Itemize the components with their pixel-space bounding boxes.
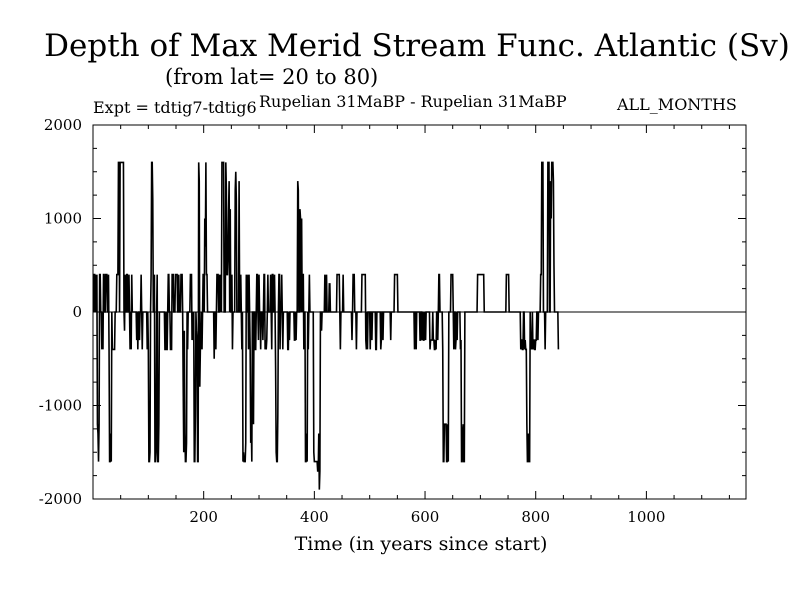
- y-tick-label: -1000: [39, 397, 82, 415]
- series-layer: [92, 161, 746, 490]
- y-tick-label: 2000: [44, 116, 82, 134]
- x-tick-label: 600: [411, 508, 440, 526]
- months-label: ALL_MONTHS: [617, 95, 737, 114]
- y-tick-label: 1000: [44, 210, 82, 228]
- series-line-0: [92, 161, 560, 490]
- x-tick-label: 200: [189, 508, 218, 526]
- axes: 200 400 600 800 1000 -2000 -1000 0 1000 2000: [39, 116, 747, 526]
- x-tick-label: 1000: [627, 508, 665, 526]
- y-tick-label: 0: [72, 303, 82, 321]
- experiment-label: Expt = tdtig7-tdtig6: [93, 98, 257, 117]
- chart-title: Depth of Max Merid Stream Func. Atlantic…: [44, 28, 790, 64]
- y-tick-label: -2000: [39, 490, 82, 508]
- x-tick-label: 400: [300, 508, 329, 526]
- period-label: Rupelian 31MaBP - Rupelian 31MaBP: [259, 92, 567, 111]
- chart-subtitle: (from lat= 20 to 80): [165, 65, 379, 89]
- x-axis-label: Time (in years since start): [295, 533, 548, 555]
- x-tick-label: 800: [521, 508, 550, 526]
